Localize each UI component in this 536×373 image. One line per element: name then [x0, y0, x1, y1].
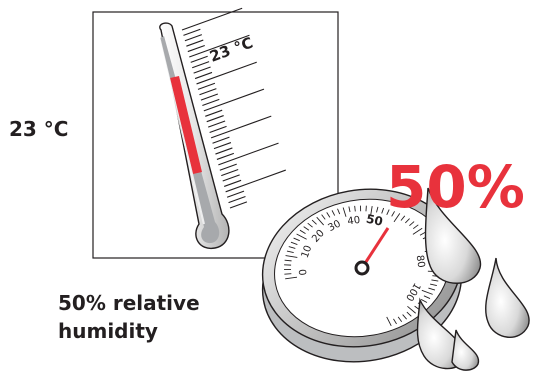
- scale-tick: [209, 125, 227, 134]
- dial-tick: [331, 210, 336, 216]
- water-drop-icon: [416, 187, 530, 371]
- dial-tick: [412, 224, 419, 230]
- dial-label: 0: [298, 268, 310, 275]
- dial-tick: [381, 207, 385, 214]
- scale-tick: [229, 201, 248, 209]
- scale-tick: [221, 168, 239, 177]
- dial-tick: [402, 314, 407, 320]
- scale-tick: [197, 82, 216, 90]
- scale-tick: [193, 66, 211, 74]
- scale-tick: [210, 115, 272, 139]
- dial-tick: [431, 279, 439, 282]
- scale-tick: [228, 195, 246, 204]
- dial-tick: [393, 318, 397, 325]
- thermometer-icon: [157, 22, 230, 250]
- scale-tick: [213, 142, 232, 150]
- dial-tick: [290, 241, 298, 245]
- scale-tick: [186, 39, 204, 47]
- dial-tick: [348, 206, 351, 213]
- scale-tick: [191, 61, 210, 69]
- scale-tick: [181, 7, 243, 31]
- dial-tick: [354, 205, 356, 212]
- scale-tick: [187, 44, 205, 53]
- dial-tick: [423, 295, 431, 299]
- scale-tick: [215, 147, 233, 155]
- humidity-label-line1: 50% relative: [58, 291, 200, 315]
- scale-tick: [196, 61, 257, 85]
- dial-tick: [428, 287, 436, 291]
- scale-tick: [226, 190, 245, 198]
- dial-tick: [307, 222, 313, 228]
- dial-tick: [284, 259, 292, 262]
- dial-tick: [391, 211, 395, 217]
- dial-label: 80: [414, 254, 427, 268]
- scale-tick: [219, 163, 237, 171]
- dial-tick: [288, 246, 296, 249]
- dial-tick: [342, 207, 347, 217]
- temperature-label: 23 °C: [9, 117, 69, 141]
- dial-tick: [296, 233, 307, 240]
- scale-tick: [206, 115, 224, 123]
- dial-tick: [293, 237, 300, 242]
- dial-tick: [326, 212, 331, 218]
- dial-tick: [299, 229, 306, 234]
- dial-tick: [376, 206, 379, 213]
- scale-tick: [212, 136, 230, 144]
- hygrometer-pivot: [354, 260, 370, 276]
- dial-tick: [316, 216, 325, 226]
- scale-tick: [199, 88, 217, 96]
- dial-tick: [412, 227, 423, 235]
- humidity-label: 50% relative humidity: [58, 289, 258, 345]
- dial-tick: [393, 213, 401, 223]
- dial-tick: [311, 219, 317, 225]
- dial-label: 30: [326, 218, 342, 234]
- dial-label: 50: [365, 212, 384, 229]
- dial-tick: [337, 208, 341, 215]
- dial-tick: [386, 209, 390, 215]
- scale-tick: [190, 55, 208, 63]
- dial-tick: [397, 316, 403, 322]
- scale-tick: [222, 174, 240, 182]
- scale-tick: [225, 169, 286, 193]
- scale-tick: [205, 109, 223, 117]
- dial-label: 40: [347, 215, 361, 228]
- dial-tick: [404, 218, 410, 224]
- scale-tick: [223, 179, 242, 187]
- dial-tick: [419, 231, 426, 236]
- scale-tick: [202, 98, 220, 107]
- scale-tick: [207, 120, 226, 128]
- dial-tick: [400, 215, 406, 221]
- scale-tick: [200, 93, 219, 101]
- humidity-big-value: 50%: [386, 153, 525, 221]
- scale-tick: [183, 28, 201, 36]
- dial-tick: [421, 289, 433, 295]
- dial-tick: [284, 273, 292, 275]
- hygrometer-needle: [360, 227, 390, 269]
- scale-tick: [194, 71, 213, 80]
- dial-tick: [407, 305, 416, 314]
- dial-tick: [370, 206, 373, 216]
- dial-tick: [386, 316, 392, 327]
- dial-tick: [303, 226, 310, 231]
- dial-label: 10: [300, 244, 315, 260]
- scale-tick: [189, 34, 250, 58]
- dial-tick: [286, 250, 294, 253]
- dial-tick: [285, 276, 298, 280]
- humidity-label-line2: humidity: [58, 319, 158, 343]
- dial-tick: [430, 283, 437, 287]
- scale-tick: [216, 152, 235, 160]
- scale-tick: [218, 142, 279, 166]
- dial-tick: [406, 311, 412, 317]
- thermometer-fluid: [170, 76, 202, 174]
- dial-tick: [321, 214, 326, 220]
- dial-tick: [420, 299, 428, 303]
- scale-tick: [203, 88, 265, 112]
- thermometer-scale: [181, 7, 286, 209]
- dial-tick: [285, 255, 298, 258]
- dial-tick: [409, 221, 415, 227]
- scale-tick: [184, 34, 203, 42]
